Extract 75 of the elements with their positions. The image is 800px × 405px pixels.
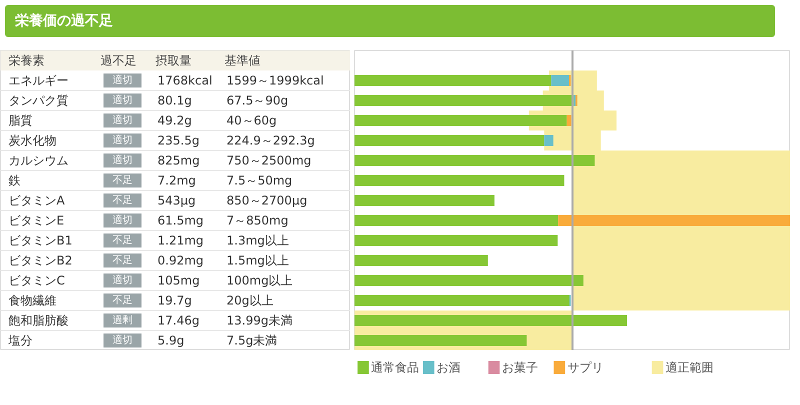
legend-label: お酒 — [436, 360, 460, 374]
text: 1599～1999kcal — [226, 74, 324, 88]
text: 過不足 — [100, 54, 136, 68]
legend-label: 適正範囲 — [665, 360, 714, 374]
text: 7.2mg — [158, 174, 196, 188]
text: 850～2700μg — [226, 194, 308, 208]
y-tick-label: タンパク質 — [8, 94, 68, 108]
text: 67.5～90g — [226, 94, 288, 108]
text: 0.92mg — [158, 254, 204, 268]
y-tick-label: 鉄 — [8, 174, 20, 188]
text: 49.2g — [158, 114, 192, 128]
text: 不足 — [112, 235, 132, 246]
text: 40～60g — [226, 114, 277, 128]
legend-label: お菓子 — [502, 360, 538, 374]
text: 不足 — [112, 195, 132, 206]
text: 7～850mg — [226, 214, 288, 228]
text: 1768kcal — [158, 74, 212, 88]
text: 不足 — [112, 255, 132, 266]
text: 5.9g — [158, 334, 184, 348]
text: 不足 — [112, 175, 132, 186]
text: 基準値 — [224, 54, 260, 68]
y-tick-label: 脂質 — [8, 114, 32, 128]
legend-label: 通常食品 — [371, 360, 420, 374]
text: 224.9～292.3g — [226, 134, 315, 148]
bar — [354, 195, 494, 206]
y-tick-label: 飽和脂肪酸 — [8, 314, 68, 328]
text: 750～2500mg — [226, 154, 312, 168]
y-tick-label: 塩分 — [8, 334, 32, 348]
text: 105mg — [158, 274, 200, 288]
text: 過剰 — [112, 314, 132, 326]
text: 適切 — [112, 214, 132, 226]
text: 適切 — [112, 154, 132, 166]
text: 17.46g — [158, 314, 200, 328]
y-tick-label: ビタミンB2 — [8, 254, 72, 268]
text: 適切 — [112, 274, 132, 286]
bar — [354, 215, 558, 226]
text: 栄養素 — [8, 54, 44, 68]
legend-label: サプリ — [567, 360, 604, 374]
text: 7.5g未満 — [226, 334, 278, 348]
text: 摂取量 — [156, 54, 192, 68]
text: 20g以上 — [226, 294, 274, 308]
y-tick-label: ビタミンC — [8, 274, 65, 288]
text: 栄養価の過不足 — [5, 5, 775, 37]
text: 61.5mg — [158, 214, 204, 228]
text: 825mg — [158, 154, 200, 168]
y-tick-label: ビタミンA — [8, 194, 66, 208]
bar — [566, 115, 572, 126]
y-tick-label: ビタミンB1 — [8, 234, 72, 248]
y-tick-label: カルシウム — [8, 154, 68, 168]
y-tick-label: 食物繊維 — [8, 294, 56, 308]
text: 適切 — [112, 334, 132, 346]
text: 235.5g — [158, 134, 200, 148]
y-tick-label: 炭水化物 — [8, 134, 56, 148]
text: 適切 — [112, 74, 132, 86]
bar — [544, 135, 554, 146]
text: 543μg — [158, 194, 196, 208]
text: 80.1g — [158, 94, 192, 108]
bar — [354, 255, 488, 266]
text: 適切 — [112, 114, 132, 126]
bar — [551, 75, 570, 86]
text: 7.5～50mg — [226, 174, 292, 188]
text: 適切 — [112, 134, 132, 146]
text: 13.99g未満 — [226, 314, 292, 328]
text: 不足 — [112, 295, 132, 306]
bar — [354, 175, 564, 186]
text: 1.21mg — [158, 234, 204, 248]
text: 適切 — [112, 94, 132, 106]
y-tick-label: エネルギー — [8, 74, 68, 88]
text: 19.7g — [158, 294, 192, 308]
y-tick-label: ビタミンE — [8, 214, 64, 228]
bar — [354, 295, 570, 306]
text: 100mg以上 — [226, 274, 293, 288]
text: 1.3mg以上 — [226, 234, 289, 248]
bar — [354, 235, 558, 246]
text: 1.5mg以上 — [226, 254, 289, 268]
